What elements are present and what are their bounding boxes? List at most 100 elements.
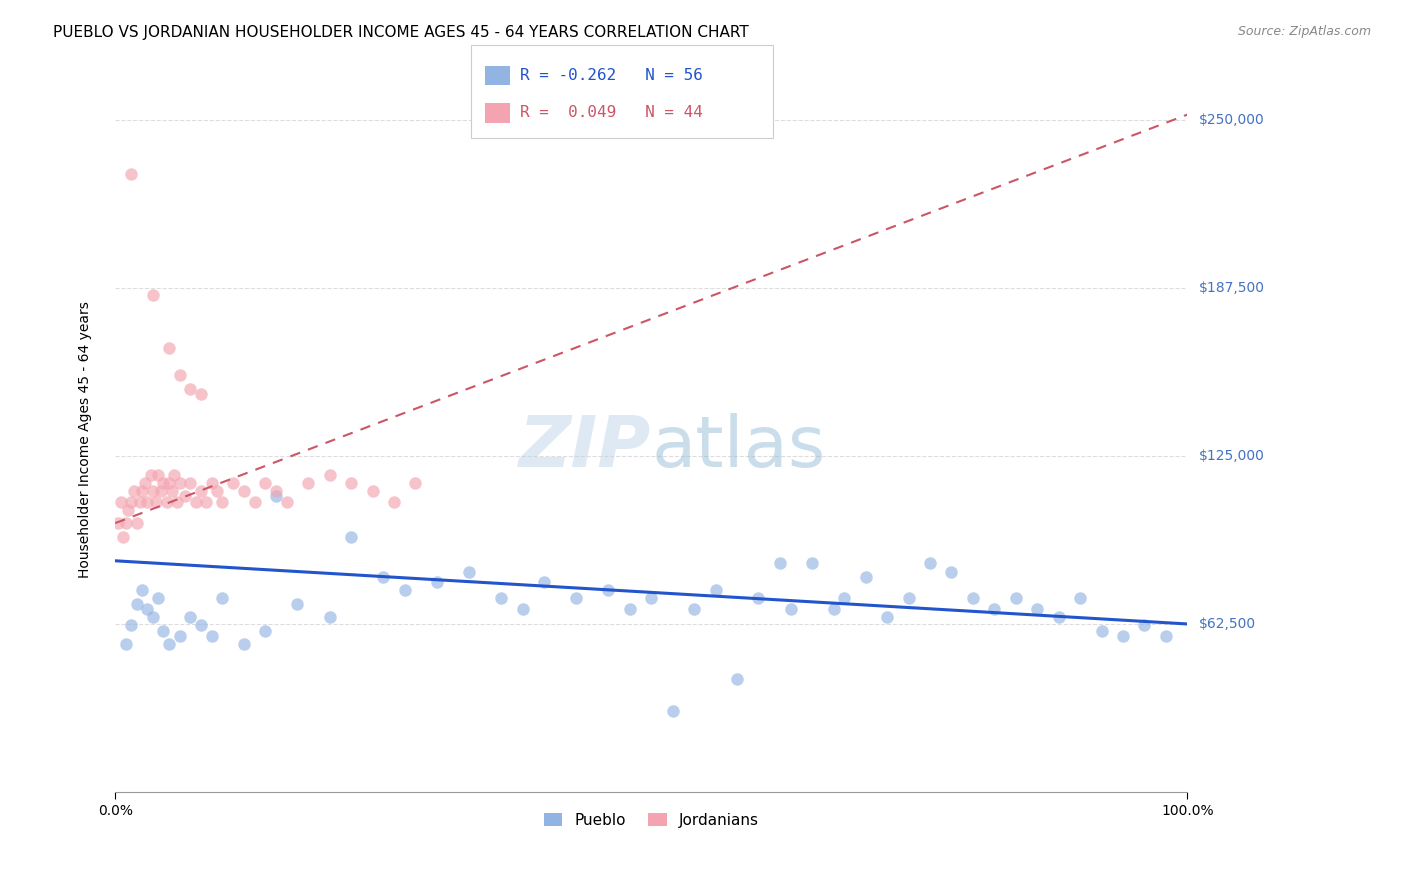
Point bbox=[179, 475, 201, 490]
Point bbox=[725, 672, 748, 686]
Point bbox=[832, 591, 855, 606]
Point bbox=[287, 597, 309, 611]
Point bbox=[704, 583, 727, 598]
Point bbox=[683, 602, 706, 616]
Point bbox=[190, 618, 212, 632]
Point bbox=[1004, 591, 1026, 606]
Text: Source: ZipAtlas.com: Source: ZipAtlas.com bbox=[1237, 25, 1371, 38]
Point bbox=[166, 494, 188, 508]
Point bbox=[1133, 618, 1156, 632]
Point bbox=[136, 494, 159, 508]
Point bbox=[156, 494, 179, 508]
Point bbox=[111, 530, 134, 544]
Point bbox=[426, 575, 449, 590]
Point bbox=[211, 494, 233, 508]
Point bbox=[1026, 602, 1049, 616]
Point bbox=[201, 629, 224, 643]
Point bbox=[458, 565, 481, 579]
Point bbox=[619, 602, 641, 616]
Point bbox=[117, 502, 139, 516]
Point bbox=[142, 610, 165, 624]
Point bbox=[264, 483, 287, 498]
Point bbox=[404, 475, 426, 490]
Point bbox=[115, 637, 138, 651]
Point bbox=[373, 570, 395, 584]
Point bbox=[134, 475, 156, 490]
Point bbox=[179, 610, 201, 624]
Point bbox=[769, 557, 792, 571]
Point bbox=[125, 597, 148, 611]
Point bbox=[918, 557, 941, 571]
Point bbox=[146, 467, 169, 482]
Point bbox=[340, 530, 363, 544]
Point bbox=[120, 618, 142, 632]
Point bbox=[211, 591, 233, 606]
Point bbox=[205, 483, 228, 498]
Point bbox=[184, 494, 207, 508]
Point bbox=[136, 602, 159, 616]
Point bbox=[139, 467, 162, 482]
Text: PUEBLO VS JORDANIAN HOUSEHOLDER INCOME AGES 45 - 64 YEARS CORRELATION CHART: PUEBLO VS JORDANIAN HOUSEHOLDER INCOME A… bbox=[53, 25, 749, 40]
Point bbox=[110, 494, 132, 508]
Point bbox=[983, 602, 1005, 616]
Point bbox=[318, 610, 340, 624]
Point bbox=[169, 475, 191, 490]
Point bbox=[264, 489, 287, 503]
Point bbox=[115, 516, 138, 531]
Point bbox=[254, 475, 277, 490]
Point bbox=[222, 475, 245, 490]
Point bbox=[163, 467, 186, 482]
Point bbox=[125, 516, 148, 531]
Point bbox=[152, 475, 174, 490]
Point bbox=[747, 591, 769, 606]
Point bbox=[361, 483, 384, 498]
Point bbox=[1069, 591, 1091, 606]
Point bbox=[1090, 624, 1112, 638]
Point bbox=[565, 591, 588, 606]
Point bbox=[394, 583, 416, 598]
Point bbox=[1112, 629, 1135, 643]
Point bbox=[190, 483, 212, 498]
Point bbox=[1047, 610, 1070, 624]
Point bbox=[169, 368, 191, 383]
Point bbox=[157, 637, 180, 651]
Point bbox=[276, 494, 298, 508]
Text: $62,500: $62,500 bbox=[1198, 617, 1256, 631]
Point bbox=[120, 494, 142, 508]
Point bbox=[533, 575, 555, 590]
Point bbox=[160, 483, 183, 498]
Point bbox=[124, 483, 146, 498]
Point bbox=[855, 570, 877, 584]
Point bbox=[382, 494, 405, 508]
Point bbox=[779, 602, 801, 616]
Point bbox=[169, 629, 191, 643]
Point bbox=[897, 591, 920, 606]
Point bbox=[801, 557, 824, 571]
Point bbox=[962, 591, 984, 606]
Point bbox=[489, 591, 512, 606]
Text: R =  0.049   N = 44: R = 0.049 N = 44 bbox=[520, 105, 703, 120]
Point bbox=[232, 483, 254, 498]
Point bbox=[190, 387, 212, 401]
Point bbox=[823, 602, 845, 616]
Text: ZIP: ZIP bbox=[519, 413, 651, 483]
Point bbox=[145, 494, 167, 508]
Point bbox=[142, 287, 165, 301]
Point bbox=[598, 583, 620, 598]
Y-axis label: Householder Income Ages 45 - 64 years: Householder Income Ages 45 - 64 years bbox=[79, 301, 93, 578]
Point bbox=[876, 610, 898, 624]
Point bbox=[512, 602, 534, 616]
Point bbox=[1154, 629, 1177, 643]
Text: R = -0.262   N = 56: R = -0.262 N = 56 bbox=[520, 68, 703, 83]
Point bbox=[120, 167, 142, 181]
Point bbox=[107, 516, 129, 531]
Point bbox=[157, 475, 180, 490]
Point bbox=[243, 494, 266, 508]
Legend: Pueblo, Jordanians: Pueblo, Jordanians bbox=[537, 806, 765, 834]
Point bbox=[640, 591, 662, 606]
Point bbox=[152, 624, 174, 638]
Text: $187,500: $187,500 bbox=[1198, 281, 1264, 295]
Point bbox=[157, 342, 180, 356]
Point bbox=[128, 494, 150, 508]
Point bbox=[131, 583, 153, 598]
